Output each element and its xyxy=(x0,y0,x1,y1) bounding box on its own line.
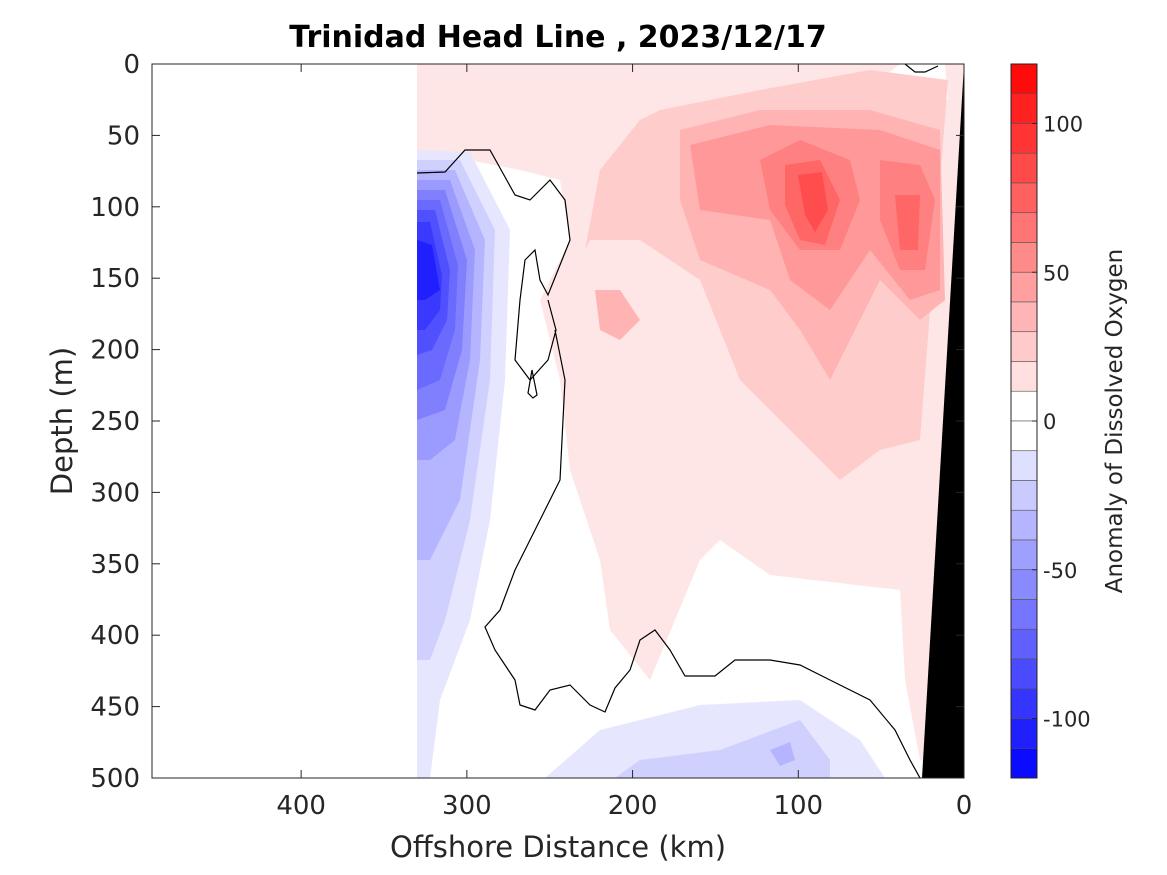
colorbar-segment xyxy=(1010,331,1038,362)
colorbar-segment xyxy=(1010,718,1038,749)
y-tick-label: 300 xyxy=(90,478,140,508)
colorbar-segment xyxy=(1010,242,1038,273)
y-tick-label: 0 xyxy=(123,50,140,80)
colorbar-segment xyxy=(1010,480,1038,511)
chart-title: Trinidad Head Line , 2023/12/17 xyxy=(289,20,826,55)
colorbar-segment xyxy=(1010,658,1038,690)
colorbar-segment xyxy=(1010,628,1038,660)
colorbar-segment xyxy=(1010,63,1038,95)
colorbar-segment xyxy=(1010,390,1038,422)
y-tick-label: 500 xyxy=(90,764,140,794)
colorbar-tick-label: 100 xyxy=(1043,113,1083,137)
colorbar-segment xyxy=(1010,123,1038,154)
y-tick-label: 50 xyxy=(107,121,140,151)
colorbar: 100 50 0 -50 -100 xyxy=(1010,63,1091,779)
zero-contour-top xyxy=(904,64,939,73)
y-tick-label: 350 xyxy=(90,550,140,580)
colorbar-segment xyxy=(1010,271,1038,303)
colorbar-tick-label: 50 xyxy=(1043,261,1070,285)
colorbar-label: Anomaly of Dissolved Oxygen xyxy=(1102,249,1128,594)
y-tick-label: 200 xyxy=(90,336,140,366)
colorbar-segment xyxy=(1010,569,1038,600)
colorbar-segment xyxy=(1010,152,1038,184)
colorbar-segment xyxy=(1010,361,1038,392)
anomaly-band-neg-deep-30 xyxy=(770,742,795,766)
anomaly-band-zero-deep xyxy=(417,150,964,778)
x-axis-label: Offshore Distance (km) xyxy=(390,830,726,864)
colorbar-tick-label: 0 xyxy=(1043,410,1056,434)
y-tick-label: 250 xyxy=(90,407,140,437)
colorbar-segment xyxy=(1010,212,1038,243)
colorbar-segment xyxy=(1010,93,1038,124)
y-axis-label: Depth (m) xyxy=(45,347,79,495)
x-tick-label: 0 xyxy=(956,791,973,821)
y-tick-label: 450 xyxy=(90,693,140,723)
anomaly-band-pos-70 xyxy=(798,172,828,232)
colorbar-segment xyxy=(1010,420,1038,452)
x-axis: 400 300 200 100 0 xyxy=(276,64,972,821)
x-tick-label: 400 xyxy=(276,791,326,821)
colorbar-segment xyxy=(1010,509,1038,541)
anomaly-band-neg-90 xyxy=(417,240,440,300)
y-tick-label: 150 xyxy=(90,264,140,294)
anomaly-field xyxy=(416,64,964,778)
colorbar-tick-label: -100 xyxy=(1043,708,1091,732)
zero-contour xyxy=(416,149,921,778)
anomaly-band-neg-deep-20 xyxy=(615,720,830,778)
y-tick-label: 400 xyxy=(90,621,140,651)
colorbar-tick-label: -50 xyxy=(1043,559,1077,583)
colorbar-segment xyxy=(1010,450,1038,481)
colorbar-segment xyxy=(1010,688,1038,719)
x-tick-label: 100 xyxy=(773,791,823,821)
colorbar-segment xyxy=(1010,182,1038,214)
y-tick-label: 100 xyxy=(90,193,140,223)
colorbar-segment xyxy=(1010,539,1038,571)
x-tick-label: 300 xyxy=(442,791,492,821)
zero-contour-pocket xyxy=(527,369,538,399)
colorbar-segment xyxy=(1010,599,1038,630)
colorbar-segment xyxy=(1010,301,1038,333)
colorbar-segment xyxy=(1010,747,1038,779)
bathymetry xyxy=(922,64,964,778)
y-axis: 0 50 100 150 200 250 300 350 400 450 500 xyxy=(90,50,964,794)
x-tick-label: 200 xyxy=(608,791,658,821)
